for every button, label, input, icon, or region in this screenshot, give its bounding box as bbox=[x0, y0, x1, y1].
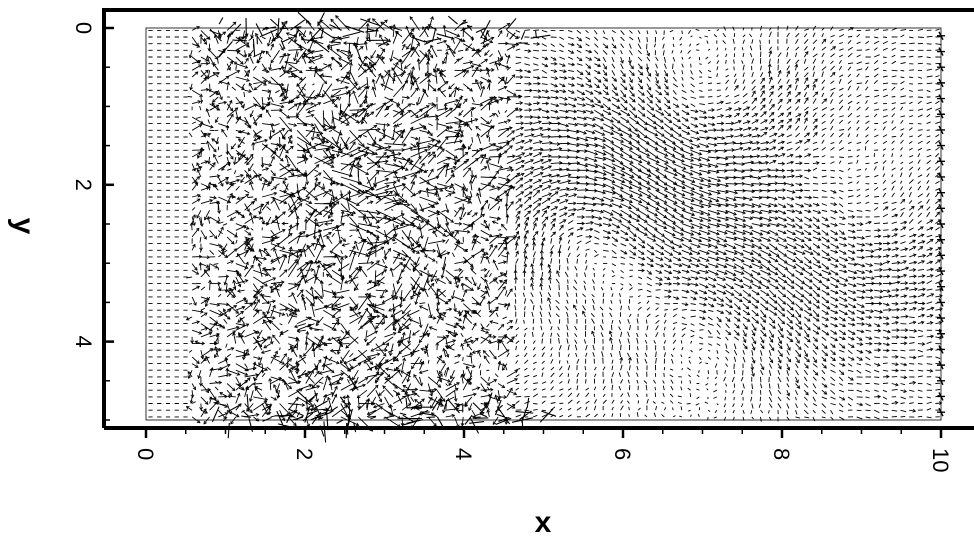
vector-arrow-shafts bbox=[148, 15, 943, 432]
x-axis-label: x bbox=[535, 506, 552, 538]
x-tick-label: 0 bbox=[133, 448, 158, 460]
vector-arrow-heads bbox=[185, 15, 944, 432]
y-tick-label: 4 bbox=[71, 335, 96, 347]
x-tick-label: 8 bbox=[769, 448, 794, 460]
x-tick-label: 10 bbox=[928, 448, 953, 472]
data-domain-outline bbox=[145, 27, 942, 421]
x-tick-label: 6 bbox=[610, 448, 635, 460]
y-axis-ticks: 0 2 4 bbox=[71, 22, 114, 421]
x-tick-label: 2 bbox=[292, 448, 317, 460]
x-tick-label: 4 bbox=[451, 448, 476, 460]
y-axis-label: y bbox=[7, 218, 40, 235]
vector-field-arrows bbox=[148, 11, 945, 443]
y-tick-label: 2 bbox=[71, 179, 96, 191]
y-tick-label: 0 bbox=[71, 22, 96, 34]
axis-frame-left-top bbox=[102, 8, 974, 428]
x-axis-ticks: 0 2 4 6 8 10 bbox=[133, 428, 953, 472]
plot-frame bbox=[102, 8, 974, 430]
